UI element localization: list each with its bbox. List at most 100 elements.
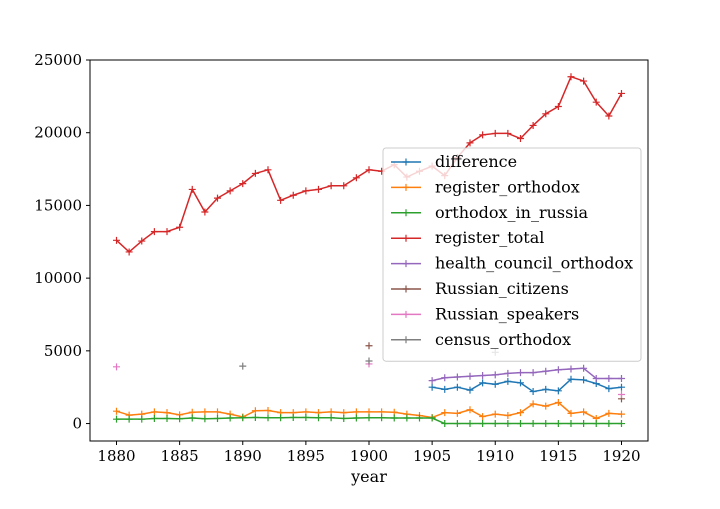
data-point xyxy=(542,403,549,410)
data-point xyxy=(466,420,473,427)
data-point xyxy=(605,420,612,427)
data-point xyxy=(113,408,120,415)
series-line-segment xyxy=(129,241,142,252)
data-point xyxy=(265,414,272,421)
data-point xyxy=(479,413,486,420)
y-tick-label: 15000 xyxy=(34,196,82,214)
data-point xyxy=(302,187,309,194)
series-line-segment xyxy=(356,170,369,178)
data-point xyxy=(492,420,499,427)
series-line-segment xyxy=(218,191,231,198)
series-line-segment xyxy=(508,133,521,138)
data-point xyxy=(504,378,511,385)
data-point xyxy=(164,228,171,235)
series-line-segment xyxy=(596,384,609,389)
data-point xyxy=(239,363,246,370)
data-point xyxy=(555,420,562,427)
data-point xyxy=(492,371,499,378)
data-point xyxy=(302,414,309,421)
data-point xyxy=(492,130,499,137)
series-line-segment xyxy=(533,114,546,126)
data-point xyxy=(441,374,448,381)
data-point xyxy=(504,370,511,377)
series-line-segment xyxy=(520,383,533,392)
data-point xyxy=(454,420,461,427)
data-point xyxy=(265,407,272,414)
data-point xyxy=(567,73,574,80)
series-line-segment xyxy=(432,418,445,424)
data-point xyxy=(605,385,612,392)
x-tick-label: 1890 xyxy=(224,447,262,465)
data-point xyxy=(113,416,120,423)
legend-label: difference xyxy=(435,152,517,171)
series-line-segment xyxy=(558,379,571,391)
data-point xyxy=(315,186,322,193)
data-point xyxy=(517,369,524,376)
series-line-segment xyxy=(558,77,571,107)
data-point xyxy=(454,374,461,381)
data-point xyxy=(454,384,461,391)
legend-label: census_orthodox xyxy=(435,330,571,349)
x-tick-label: 1885 xyxy=(161,447,199,465)
x-tick-label: 1880 xyxy=(97,447,135,465)
data-point xyxy=(176,224,183,231)
data-point xyxy=(429,384,436,391)
data-point xyxy=(227,187,234,194)
data-point xyxy=(265,166,272,173)
data-point xyxy=(605,410,612,417)
data-point xyxy=(366,166,373,173)
data-point xyxy=(126,416,133,423)
series-line-segment xyxy=(205,198,218,212)
x-tick-label: 1900 xyxy=(350,447,388,465)
data-point xyxy=(214,415,221,422)
data-point xyxy=(618,411,625,418)
data-point xyxy=(429,377,436,384)
series-line-segment xyxy=(596,102,609,116)
series-line-segment xyxy=(117,240,130,252)
x-tick-label: 1910 xyxy=(476,447,514,465)
y-tick-label: 0 xyxy=(72,415,82,433)
data-point xyxy=(466,406,473,413)
data-point xyxy=(201,415,208,422)
data-point xyxy=(315,414,322,421)
legend-label: Russian_citizens xyxy=(435,279,569,298)
data-point xyxy=(277,197,284,204)
data-point xyxy=(593,420,600,427)
data-point xyxy=(618,391,625,398)
data-point xyxy=(252,414,259,421)
series-line-segment xyxy=(344,178,357,186)
data-point xyxy=(214,408,221,415)
data-point xyxy=(466,387,473,394)
data-point xyxy=(189,415,196,422)
series-line-segment xyxy=(243,173,256,183)
data-point xyxy=(290,192,297,199)
series-line-segment xyxy=(609,93,622,116)
data-point xyxy=(403,415,410,422)
series-line-segment xyxy=(571,77,584,81)
data-point xyxy=(138,416,145,423)
data-point xyxy=(555,366,562,373)
series-line-segment xyxy=(142,232,155,241)
data-point xyxy=(290,414,297,421)
data-point xyxy=(164,415,171,422)
data-point xyxy=(618,420,625,427)
series-line-segment xyxy=(470,135,483,143)
data-point xyxy=(618,375,625,382)
data-point xyxy=(189,186,196,193)
series-line-segment xyxy=(243,411,256,417)
data-point xyxy=(542,420,549,427)
series-line-segment xyxy=(230,184,243,191)
data-point xyxy=(429,415,436,422)
x-tick-label: 1915 xyxy=(539,447,577,465)
series-line-segment xyxy=(180,189,193,227)
data-point xyxy=(227,415,234,422)
data-point xyxy=(504,412,511,419)
data-point xyxy=(479,372,486,379)
data-point xyxy=(555,103,562,110)
series-line-segment xyxy=(470,410,483,417)
data-point xyxy=(378,414,385,421)
series-line-segment xyxy=(167,227,180,231)
y-tick-label: 25000 xyxy=(34,51,82,69)
